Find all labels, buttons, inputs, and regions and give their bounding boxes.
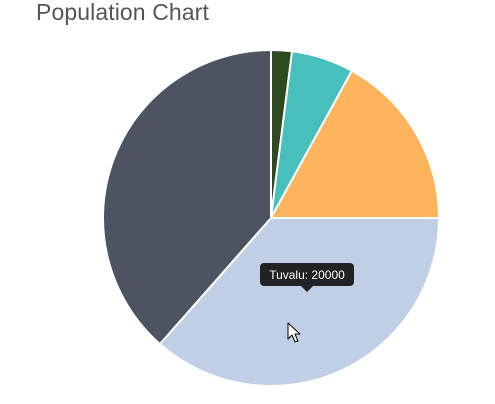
pie-slice-4[interactable] bbox=[158, 217, 441, 387]
pie-slice-5[interactable] bbox=[102, 48, 272, 346]
pie-slice-3[interactable] bbox=[269, 69, 441, 219]
tooltip-box bbox=[260, 263, 354, 286]
tooltip-caret bbox=[301, 286, 313, 292]
tooltip-text: Tuvalu: 20000 bbox=[269, 268, 345, 282]
page-title: Population Chart bbox=[36, 0, 209, 25]
chart-tooltip: Tuvalu: 20000 bbox=[260, 263, 354, 292]
mouse-pointer-icon bbox=[287, 322, 301, 343]
pie-slices bbox=[102, 48, 441, 387]
